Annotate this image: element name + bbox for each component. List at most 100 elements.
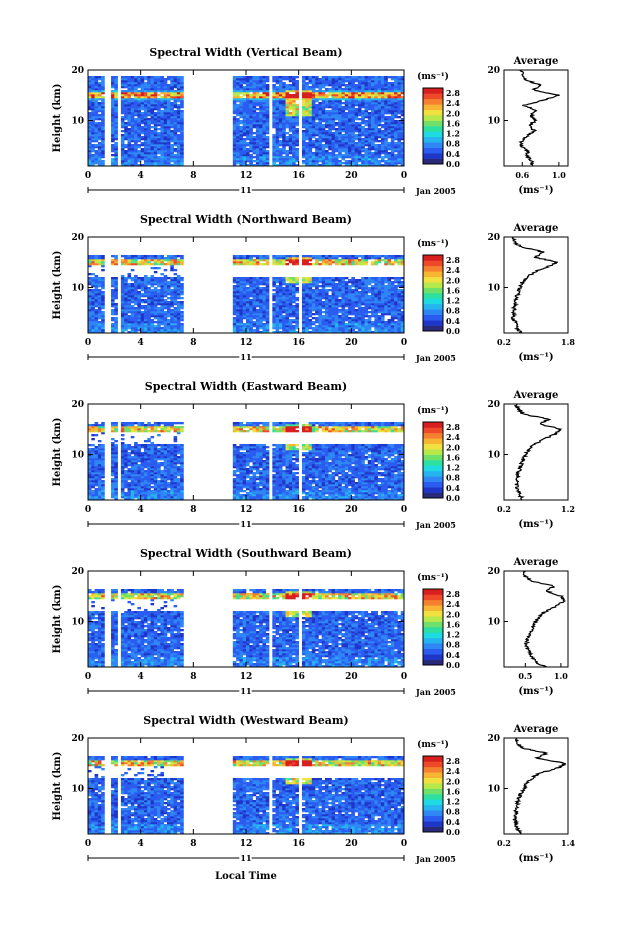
heatmap-cell bbox=[124, 136, 128, 139]
heatmap-cell bbox=[325, 88, 329, 91]
heatmap-cell bbox=[321, 331, 326, 334]
heatmap-cell bbox=[150, 78, 155, 81]
heatmap-cell bbox=[242, 104, 247, 107]
heatmap-cell bbox=[101, 140, 105, 143]
heatmap-cell bbox=[147, 261, 151, 264]
heatmap-cell bbox=[275, 132, 280, 135]
heatmap-cell bbox=[124, 78, 128, 81]
heatmap-cell bbox=[176, 92, 181, 95]
heatmap-cell bbox=[176, 154, 181, 157]
heatmap-cell bbox=[357, 154, 362, 157]
heatmap-cell bbox=[265, 285, 270, 288]
heatmap-cell bbox=[91, 331, 95, 334]
heatmap-cell bbox=[239, 321, 244, 324]
heatmap-cell bbox=[305, 313, 309, 316]
heatmap-cell bbox=[318, 126, 323, 129]
heatmap-cell bbox=[285, 289, 290, 292]
heatmap-cell bbox=[137, 94, 141, 97]
heatmap-cell bbox=[325, 114, 329, 117]
heatmap-cell bbox=[120, 124, 125, 127]
heatmap-cell bbox=[255, 303, 260, 306]
heatmap-cell bbox=[374, 82, 378, 85]
heatmap-cell bbox=[137, 138, 141, 141]
heatmap-cell bbox=[262, 100, 267, 103]
heatmap-cell bbox=[114, 126, 118, 129]
heatmap-cell bbox=[262, 112, 267, 115]
heatmap-cell bbox=[318, 291, 323, 294]
heatmap-cell bbox=[147, 82, 151, 85]
heatmap-cell bbox=[328, 152, 332, 155]
heatmap-cell bbox=[265, 162, 270, 165]
heatmap-cell bbox=[282, 156, 286, 159]
heatmap-cell bbox=[94, 96, 99, 99]
heatmap-cell bbox=[344, 136, 349, 139]
heatmap-cell bbox=[357, 164, 362, 167]
heatmap-cell bbox=[348, 162, 352, 165]
heatmap-cell bbox=[341, 88, 346, 91]
heatmap-cell bbox=[150, 98, 155, 101]
heatmap-cell bbox=[88, 148, 92, 151]
heatmap-cell bbox=[321, 128, 326, 131]
heatmap-cell bbox=[114, 128, 118, 131]
heatmap-cell bbox=[321, 80, 326, 83]
heatmap-cell bbox=[338, 152, 342, 155]
heatmap-cell bbox=[176, 329, 181, 332]
heatmap-cell bbox=[295, 88, 299, 91]
heatmap-cell bbox=[130, 307, 135, 310]
heatmap-cell bbox=[153, 122, 158, 125]
heatmap-cell bbox=[331, 283, 336, 286]
heatmap-cell bbox=[328, 112, 332, 115]
heatmap-cell bbox=[114, 100, 118, 103]
heatmap-cell bbox=[130, 317, 135, 320]
heatmap-cell bbox=[160, 118, 165, 121]
heatmap-cell bbox=[384, 104, 388, 107]
heatmap-cell bbox=[367, 144, 372, 147]
heatmap-cell bbox=[308, 160, 313, 163]
heatmap-cell bbox=[249, 108, 253, 111]
heatmap-cell bbox=[111, 132, 115, 135]
heatmap-cell bbox=[137, 102, 141, 105]
heatmap-cell bbox=[246, 329, 250, 332]
heatmap-cell bbox=[114, 279, 118, 282]
heatmap-cell bbox=[101, 265, 105, 268]
heatmap-cell bbox=[167, 98, 171, 101]
heatmap-cell bbox=[321, 106, 326, 109]
heatmap-cell bbox=[157, 285, 161, 288]
heatmap-cell bbox=[338, 98, 342, 101]
heatmap-cell bbox=[278, 90, 283, 93]
heatmap-cell bbox=[305, 162, 309, 165]
heatmap-cell bbox=[255, 96, 260, 99]
heatmap-cell bbox=[249, 98, 253, 101]
heatmap-cell bbox=[88, 319, 92, 322]
heatmap-cell bbox=[150, 86, 155, 89]
heatmap-cell bbox=[348, 106, 352, 109]
heatmap-cell bbox=[328, 110, 332, 113]
heatmap-cell bbox=[262, 132, 267, 135]
heatmap-cell bbox=[275, 120, 280, 123]
heatmap-cell bbox=[351, 100, 355, 103]
heatmap-cell bbox=[288, 287, 293, 290]
heatmap-cell bbox=[232, 96, 237, 99]
colorbar-unit: (ms⁻¹) bbox=[417, 71, 449, 82]
heatmap-cell bbox=[387, 112, 392, 115]
heatmap-cell bbox=[321, 86, 326, 89]
heatmap-cell bbox=[120, 277, 125, 280]
heatmap-cell bbox=[153, 255, 158, 258]
heatmap-cell bbox=[180, 140, 184, 143]
heatmap-cell bbox=[275, 279, 280, 282]
heatmap-cell bbox=[173, 116, 178, 119]
heatmap-cell bbox=[124, 144, 128, 147]
heatmap-cell bbox=[295, 104, 299, 107]
heatmap-cell bbox=[351, 82, 355, 85]
heatmap-cell bbox=[246, 160, 250, 163]
heatmap-cell bbox=[325, 152, 329, 155]
heatmap-cell bbox=[318, 279, 323, 282]
heatmap-cell bbox=[153, 331, 158, 334]
heatmap-cell bbox=[153, 120, 158, 123]
heatmap-cell bbox=[338, 106, 342, 109]
heatmap-cell bbox=[311, 156, 316, 159]
heatmap-cell bbox=[321, 144, 326, 147]
heatmap-cell bbox=[143, 255, 148, 258]
heatmap-cell bbox=[97, 291, 102, 294]
heatmap-cell bbox=[278, 285, 283, 288]
